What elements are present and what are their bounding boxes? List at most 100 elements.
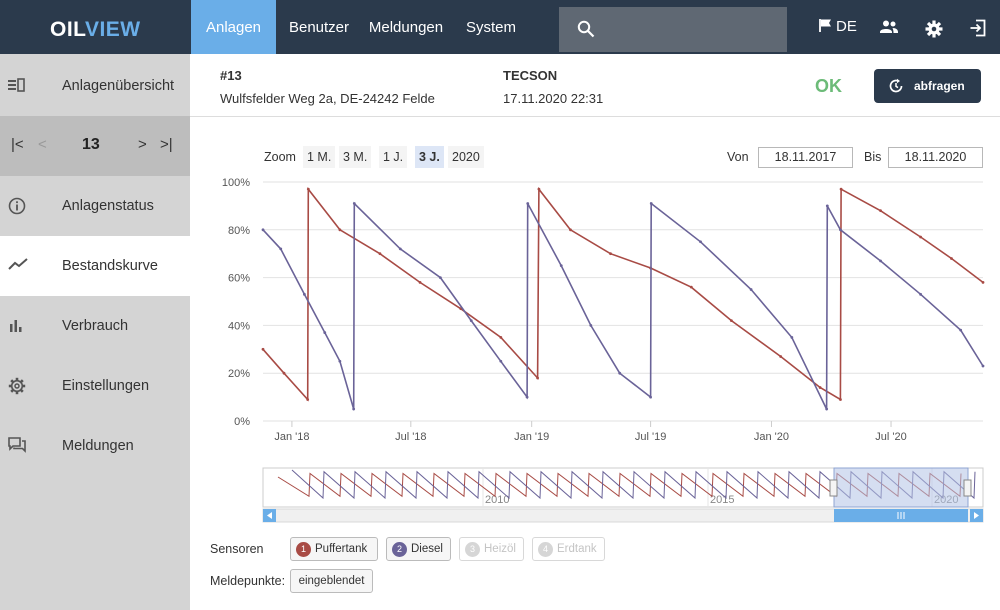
- zoom-3y-button[interactable]: 3 J.: [415, 146, 444, 168]
- first-icon[interactable]: |<: [11, 136, 24, 153]
- data-point: [649, 202, 653, 205]
- sensor-chip-heizoel[interactable]: 3 Heizöl: [459, 537, 524, 561]
- sensor-number-badge: 4: [538, 542, 553, 557]
- x-tick-label: Jan '20: [754, 431, 789, 443]
- sensor-label: Puffertank: [315, 543, 368, 555]
- sidebar-item-anlagenuebersicht[interactable]: Anlagenübersicht: [0, 56, 190, 116]
- data-point: [839, 187, 843, 191]
- zoom-label: Zoom: [264, 150, 296, 164]
- last-reading-datetime: 17.11.2020 22:31: [503, 91, 604, 106]
- series-line-puffertank: [262, 186, 984, 402]
- gear-icon[interactable]: [925, 20, 943, 38]
- data-point: [879, 209, 882, 213]
- facility-header: #13 Wulfsfelder Weg 2a, DE-24242 Felde T…: [190, 54, 1000, 117]
- sensors-label: Sensoren: [210, 542, 264, 556]
- y-axis-labels: 0% 20% 40% 60% 80% 100%: [222, 177, 250, 428]
- language-code: DE: [836, 18, 857, 35]
- data-point: [649, 395, 652, 399]
- series-line-diesel: [262, 201, 984, 410]
- data-point: [338, 359, 342, 363]
- current-facility-number: 13: [82, 136, 100, 153]
- meldepunkte-label: Meldepunkte:: [210, 574, 286, 588]
- data-point: [825, 407, 829, 411]
- refresh-clock-icon: [889, 78, 903, 93]
- data-point: [499, 335, 503, 339]
- next-icon[interactable]: >: [138, 136, 147, 153]
- data-point: [839, 228, 842, 232]
- facility-address: Wulfsfelder Weg 2a, DE-24242 Felde: [220, 91, 435, 106]
- scrollbar-grip-icon: [897, 512, 905, 519]
- sensor-chip-erdtank[interactable]: 4 Erdtank: [532, 537, 605, 561]
- navigator-handle-left[interactable]: [829, 479, 838, 497]
- meldepunkte-toggle-button[interactable]: eingeblendet: [290, 569, 373, 593]
- from-date-input[interactable]: 18.11.2017: [758, 147, 853, 168]
- range-navigator[interactable]: 201020152020: [262, 467, 984, 523]
- top-navigation-bar: OILVIEW Anlagen Benutzer Meldungen Syste…: [0, 0, 1000, 54]
- sensor-number-badge: 2: [392, 542, 407, 557]
- logout-icon[interactable]: [969, 19, 987, 37]
- flag-icon: [819, 19, 831, 32]
- data-point: [790, 335, 794, 339]
- sidebar-item-anlagenstatus[interactable]: Anlagenstatus: [0, 176, 190, 236]
- info-icon: [8, 197, 26, 215]
- last-icon[interactable]: >|: [160, 136, 173, 153]
- data-point: [398, 247, 402, 251]
- nav-system[interactable]: System: [465, 19, 516, 36]
- data-point: [981, 364, 985, 368]
- facility-pager: |< < 13 > >|: [0, 116, 190, 176]
- sensor-chip-diesel[interactable]: 2 Diesel: [386, 537, 451, 561]
- sidebar-item-bestandskurve[interactable]: Bestandskurve: [0, 236, 190, 296]
- zoom-2020-button[interactable]: 2020: [448, 146, 484, 168]
- sensor-chip-puffertank[interactable]: 1 Puffertank: [290, 537, 378, 561]
- data-point: [959, 328, 963, 332]
- sidebar-item-verbrauch[interactable]: Verbrauch: [0, 296, 190, 356]
- x-tick-label: Jul '19: [635, 431, 666, 443]
- users-icon[interactable]: [879, 19, 899, 35]
- nav-benutzer[interactable]: Benutzer: [288, 19, 350, 36]
- navigator-selection[interactable]: [833, 467, 969, 508]
- data-point: [749, 288, 753, 291]
- from-label: Von: [727, 150, 749, 164]
- status-badge: OK: [815, 76, 842, 96]
- nav-meldungen[interactable]: Meldungen: [368, 19, 444, 36]
- navigator-handle-right[interactable]: [963, 479, 972, 497]
- data-point: [729, 319, 733, 323]
- query-button-label: abfragen: [914, 79, 965, 93]
- query-button[interactable]: abfragen: [874, 69, 981, 103]
- data-point: [589, 324, 593, 327]
- navigator-tick-label: 2010: [485, 494, 509, 506]
- data-point: [950, 257, 953, 260]
- zoom-1y-button[interactable]: 1 J.: [379, 146, 408, 168]
- app-logo[interactable]: OILVIEW: [50, 18, 141, 42]
- data-point: [818, 386, 822, 389]
- data-point: [779, 355, 783, 358]
- nav-anlagen[interactable]: Anlagen: [191, 0, 276, 54]
- sidebar-item-label: Verbrauch: [62, 318, 129, 334]
- search-input[interactable]: [559, 7, 787, 52]
- data-point: [526, 202, 530, 205]
- data-point: [438, 276, 442, 279]
- to-label: Bis: [864, 150, 882, 164]
- data-point: [839, 398, 842, 401]
- sensor-label: Diesel: [411, 543, 443, 555]
- data-point: [282, 371, 286, 375]
- x-tick-label: Jan '18: [274, 431, 309, 443]
- sidebar-item-einstellungen[interactable]: Einstellungen: [0, 356, 190, 416]
- zoom-1m-button[interactable]: 1 M.: [303, 146, 336, 168]
- data-point: [261, 228, 265, 232]
- data-point: [569, 228, 572, 232]
- sensor-label: Heizöl: [484, 543, 516, 555]
- messages-icon: [8, 437, 26, 453]
- data-point: [302, 292, 306, 296]
- data-point: [559, 264, 563, 268]
- data-point: [306, 398, 310, 401]
- prev-icon[interactable]: <: [38, 136, 47, 153]
- language-selector[interactable]: DE: [818, 18, 857, 35]
- zoom-3m-button[interactable]: 3 M.: [339, 146, 372, 168]
- sidebar-item-meldungen[interactable]: Meldungen: [0, 416, 190, 476]
- chart-series: [261, 186, 985, 411]
- sensor-number-badge: 1: [296, 542, 311, 557]
- to-date-input[interactable]: 18.11.2020: [888, 147, 983, 168]
- device-vendor: TECSON: [503, 68, 558, 83]
